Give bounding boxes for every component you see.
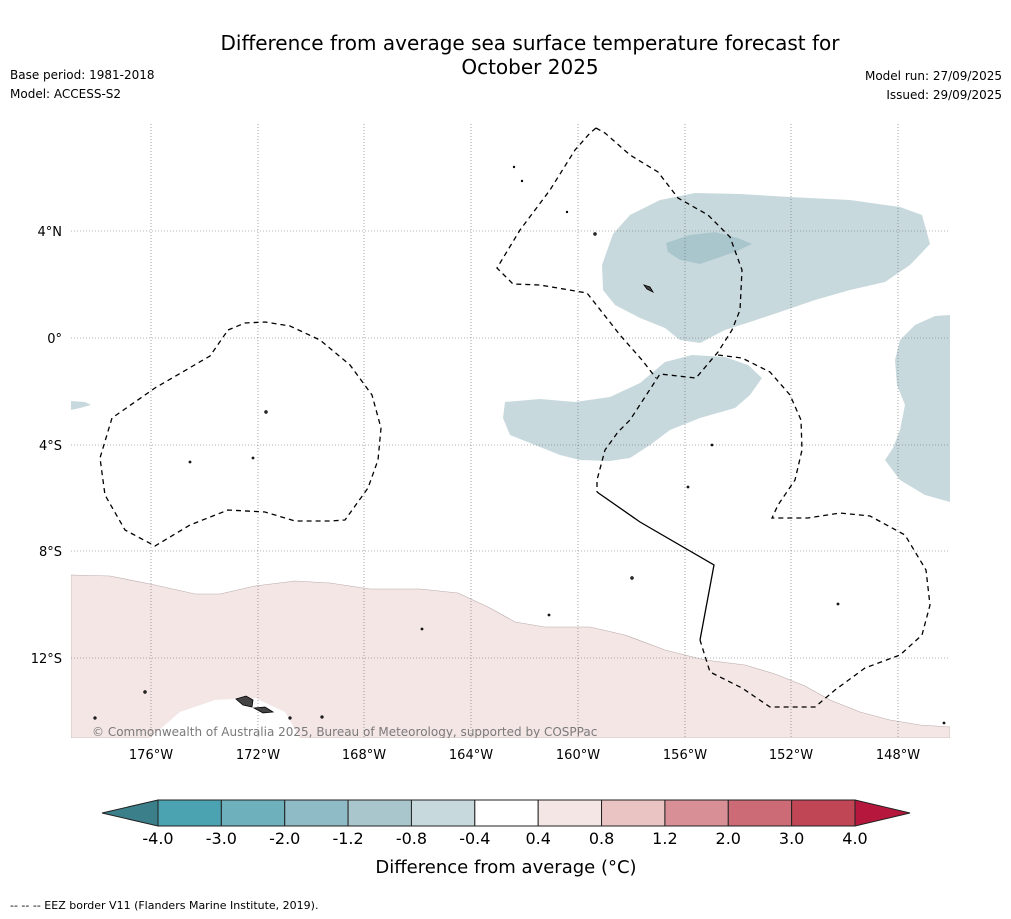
- map-area: © Commonwealth of Australia 2025, Bureau…: [71, 124, 950, 739]
- colorbar-bin: [601, 799, 666, 827]
- colorbar-tick-label: -0.4: [459, 829, 490, 848]
- colorbar-bin: [664, 799, 729, 827]
- model-name: Model: ACCESS-S2: [10, 87, 122, 101]
- colorbar-tick-label: -0.8: [396, 829, 427, 848]
- eez-border-tokelau: [99, 321, 382, 547]
- warm-anomaly-region: [71, 574, 950, 738]
- issued-date: Issued: 29/09/2025: [886, 88, 1002, 102]
- meta-left: Base period: 1981-2018 Model: ACCESS-S2: [10, 66, 155, 104]
- island-dot: [565, 210, 569, 214]
- meta-right: Model run: 27/09/2025 Issued: 29/09/2025: [865, 67, 1002, 105]
- colorbar-bin: [347, 799, 412, 827]
- lon-label: 152°W: [769, 748, 813, 763]
- colorbar-tick-label: -1.2: [332, 829, 363, 848]
- lon-label: 172°W: [236, 748, 280, 763]
- colorbar-tick-label: -4.0: [142, 829, 173, 848]
- base-period: Base period: 1981-2018: [10, 68, 155, 82]
- cool-anomaly-east: [885, 315, 950, 502]
- colorbar-bin: [727, 799, 793, 827]
- model-run: Model run: 27/09/2025: [864, 69, 1002, 83]
- lon-label: 156°W: [663, 748, 707, 763]
- colorbar-bin: [410, 799, 476, 827]
- colorbar-bin: [284, 799, 349, 827]
- lon-label: 176°W: [129, 748, 173, 763]
- lon-axis: 176°W 172°W 168°W 164°W 160°W 156°W 152°…: [129, 748, 920, 763]
- title-line-1: Difference from average sea surface temp…: [220, 31, 840, 55]
- colorbar-under-arrow: [101, 799, 159, 827]
- island-dot: [686, 485, 690, 489]
- colorbar-bin: [157, 799, 222, 827]
- island-dot: [251, 456, 255, 460]
- lon-label: 168°W: [342, 748, 386, 763]
- cool-anomaly-north: [602, 193, 930, 343]
- cool-anomaly-west-edge: [71, 401, 91, 410]
- colorbar-bin: [220, 799, 286, 827]
- colorbar-bin: [537, 799, 603, 827]
- island-dot: [593, 232, 597, 236]
- lon-label: 148°W: [876, 748, 920, 763]
- island-dot: [93, 716, 97, 720]
- lat-gridlines: [71, 230, 950, 659]
- colorbar-bin: [474, 799, 539, 827]
- island-dot: [630, 576, 634, 580]
- eez-border-solid-segment: [596, 491, 715, 641]
- map-title: Difference from average sea surface temp…: [130, 31, 930, 79]
- islands: [93, 165, 946, 725]
- lat-axis: 4°N 0° 4°S 8°S 12°S: [31, 225, 62, 667]
- eez-borders: [99, 127, 931, 708]
- copyright-notice: © Commonwealth of Australia 2025, Bureau…: [92, 725, 597, 739]
- island-dot: [520, 179, 524, 183]
- colorbar-tick-label: 0.8: [589, 829, 614, 848]
- eez-border-kiribati-west: [496, 127, 657, 379]
- island-dot: [188, 460, 192, 464]
- island-dot: [942, 721, 946, 725]
- colorbar-tick-label: -3.0: [206, 829, 237, 848]
- title-line-2: October 2025: [461, 55, 599, 79]
- lat-label: 4°N: [38, 225, 63, 240]
- colorbar-tick-label: 2.0: [716, 829, 741, 848]
- colorbar-tick-label: 1.2: [652, 829, 677, 848]
- cool-anomaly-central: [503, 355, 762, 461]
- island-dot: [710, 443, 714, 447]
- colorbar-over-arrow: [854, 799, 911, 827]
- island-dot: [547, 613, 551, 617]
- colorbar-tick-label: -2.0: [269, 829, 300, 848]
- cool-anomaly-north-core: [666, 232, 752, 264]
- colorbar-bin: [791, 799, 856, 827]
- colorbar: -4.0 -3.0 -2.0 -1.2 -0.8 -0.4 0.4 0.8 1.2 2.0 3.0 4…: [101, 799, 911, 878]
- lat-label: 8°S: [39, 545, 62, 560]
- colorbar-tick-label: 4.0: [842, 829, 867, 848]
- island-dot: [836, 602, 840, 606]
- island-dot: [420, 627, 424, 631]
- lat-label: 4°S: [39, 439, 62, 454]
- eez-border-kiribati-phoenix: [595, 127, 743, 492]
- lon-label: 160°W: [556, 748, 600, 763]
- lat-label: 0°: [47, 332, 62, 347]
- island-dot: [143, 690, 147, 694]
- colorbar-tick-label: 0.4: [525, 829, 550, 848]
- island-dot: [512, 165, 516, 169]
- island-dot: [264, 410, 268, 414]
- island-samoa-1: [235, 695, 254, 708]
- island-samoa-2: [252, 706, 275, 714]
- colorbar-tick-label: 3.0: [779, 829, 804, 848]
- lon-label: 164°W: [449, 748, 493, 763]
- lon-gridlines: [150, 124, 899, 738]
- island-dot: [320, 715, 324, 719]
- lat-label: 12°S: [31, 652, 62, 667]
- island-caroline: [642, 284, 655, 293]
- footer-note: -- -- -- EEZ border V11 (Flanders Marine…: [10, 899, 319, 912]
- island-dot: [288, 716, 292, 720]
- colorbar-title: Difference from average (°C): [375, 857, 636, 878]
